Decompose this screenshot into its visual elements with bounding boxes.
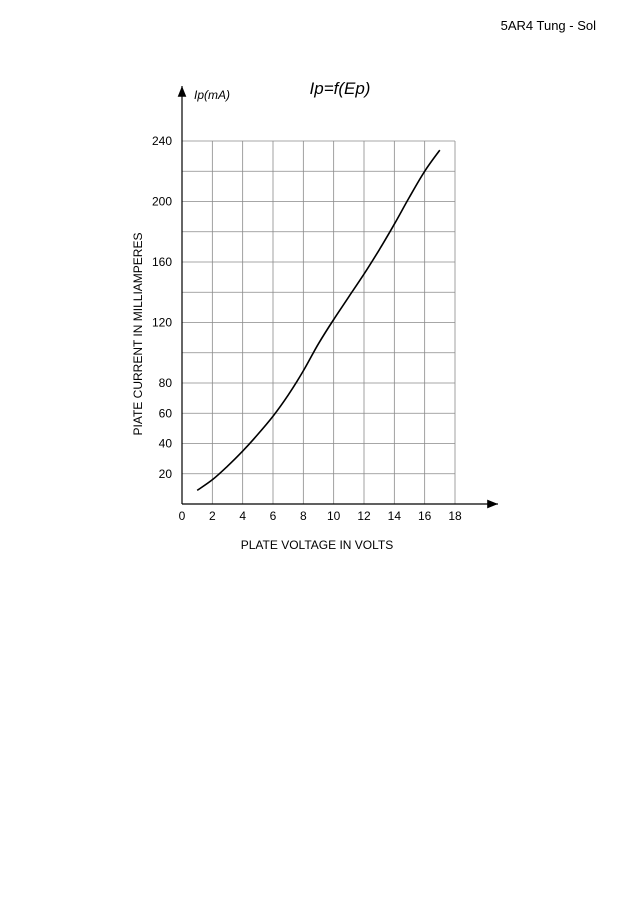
x-tick-label: 8 (300, 509, 307, 523)
y-tick-label: 200 (152, 195, 172, 209)
x-tick-label: 0 (179, 509, 186, 523)
y-tick-label: 120 (152, 316, 172, 330)
x-tick-label: 2 (209, 509, 216, 523)
x-tick-label: 10 (327, 509, 341, 523)
tick-labels: 0 2 4 6 8 10 12 14 16 18 20 40 60 80 120 160 200 240 (152, 134, 462, 523)
x-tick-label: 12 (357, 509, 371, 523)
series (196, 149, 441, 492)
x-tick-label: 14 (388, 509, 402, 523)
y-tick-label: 20 (159, 467, 173, 481)
y-tick-label: 60 (159, 406, 173, 420)
grid (182, 140, 456, 504)
y-axis-label: PIATE CURRENT IN MILLIAMPERES (131, 233, 145, 436)
x-tick-label: 4 (239, 509, 246, 523)
x-tick-label: 18 (448, 509, 462, 523)
series-line (196, 149, 441, 492)
chart-title: Ip=f(Ep) (310, 79, 371, 98)
y-tick-label: 240 (152, 134, 172, 148)
x-tick-label: 16 (418, 509, 432, 523)
x-axis-label: PLATE VOLTAGE IN VOLTS (241, 538, 393, 552)
x-tick-label: 6 (270, 509, 277, 523)
axes (177, 86, 498, 509)
y-tick-label: 40 (159, 437, 173, 451)
y-tick-label: 80 (159, 376, 173, 390)
y-tick-label: 160 (152, 255, 172, 269)
page-header: 5AR4 Tung - Sol (500, 18, 596, 33)
y-unit-label: Ip(mA) (194, 88, 230, 102)
